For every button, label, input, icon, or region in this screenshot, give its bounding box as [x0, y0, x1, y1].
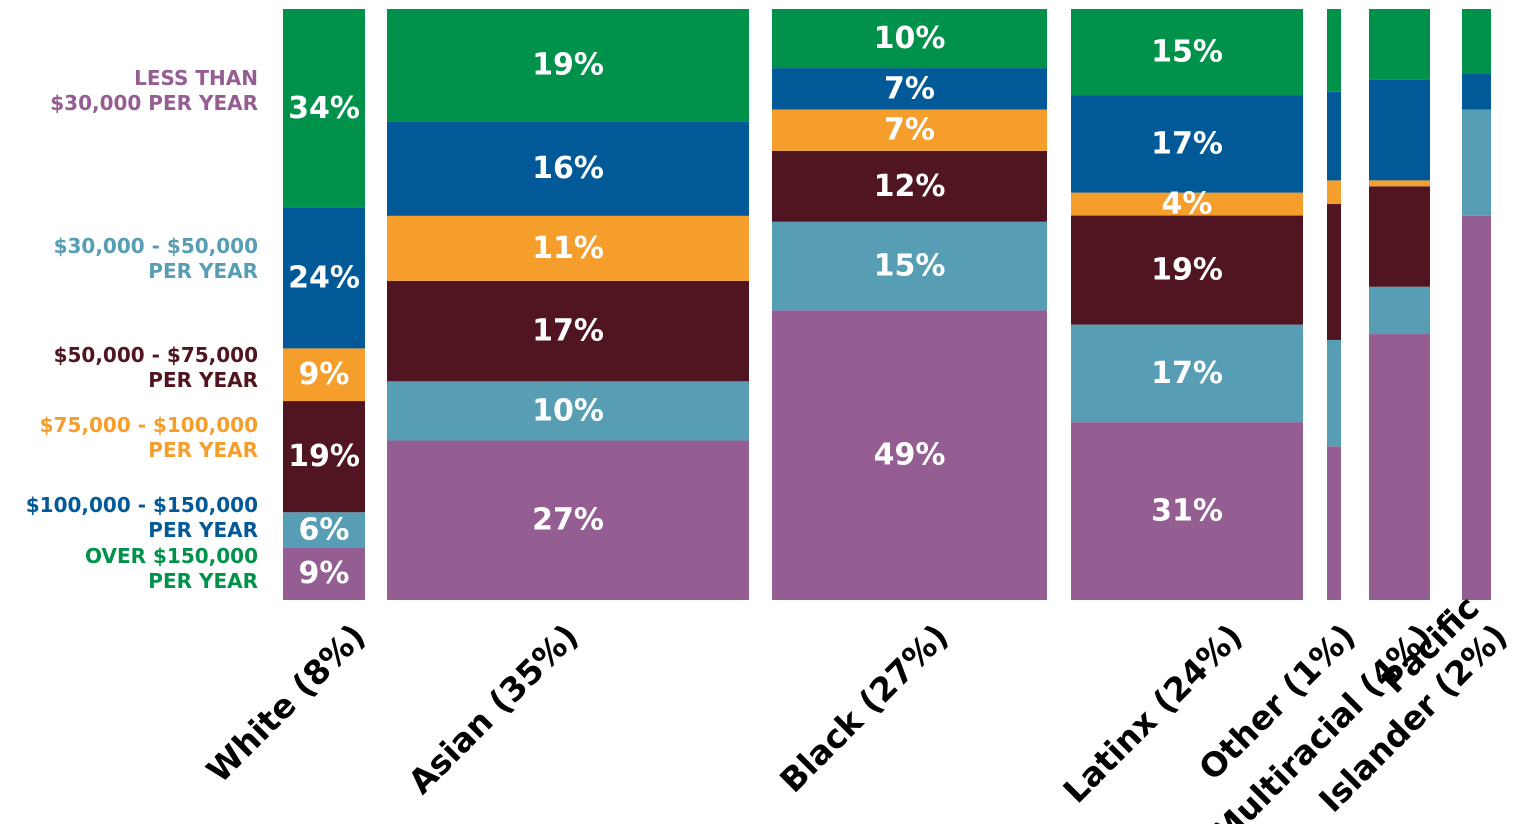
legend-entry: $75,000 - $100,000 PER YEAR [39, 413, 258, 462]
bar-segment [1071, 324, 1303, 423]
bar-segment [1071, 9, 1303, 96]
legend-entry: OVER $150,000 PER YEAR [85, 544, 258, 593]
bar-segment [1462, 9, 1491, 75]
segment-value-label: 9% [299, 357, 350, 392]
bar-segment [1462, 215, 1491, 600]
segment-value-label: 17% [1151, 126, 1223, 161]
bar-segment [1369, 9, 1430, 80]
bar-segment [1369, 186, 1430, 287]
bar-column [1071, 9, 1303, 600]
segment-value-label: 49% [874, 438, 946, 473]
bar-segment [283, 401, 365, 513]
bar-segment [1369, 180, 1430, 187]
segment-value-label: 19% [532, 48, 604, 83]
segment-value-label: 24% [288, 261, 360, 296]
bar-segment [283, 9, 365, 208]
segment-value-label: 7% [884, 113, 935, 148]
segment-value-label: 7% [884, 71, 935, 106]
segment-value-label: 10% [874, 21, 946, 56]
bar-segment [772, 109, 1047, 151]
bar-segment [1462, 109, 1491, 216]
bar-segment [1327, 180, 1341, 205]
bar-segment [1327, 91, 1341, 181]
bar-segment [1071, 95, 1303, 193]
segment-value-label: 19% [288, 439, 360, 474]
segment-value-label: 4% [1162, 187, 1213, 222]
bar-column [1327, 9, 1341, 600]
bar-segment [772, 9, 1047, 69]
segment-value-label: 11% [532, 231, 604, 266]
bar-segment [1071, 192, 1303, 216]
segment-value-label: 6% [299, 512, 350, 547]
bar-column [1369, 9, 1430, 600]
bar-column [283, 9, 365, 600]
segment-value-label: 17% [1151, 356, 1223, 391]
bar-segment [772, 68, 1047, 110]
bar-column [387, 9, 749, 600]
bar-segment [387, 9, 749, 122]
bar-segment [387, 381, 749, 441]
bar-segment [1071, 422, 1303, 600]
segment-value-label: 15% [1151, 35, 1223, 70]
segment-value-label: 12% [874, 169, 946, 204]
segment-value-label: 10% [532, 393, 604, 428]
category-label: White (8%) [199, 616, 373, 790]
bar-segment [1071, 215, 1303, 325]
bar-segment [387, 121, 749, 216]
bar-segment [772, 221, 1047, 311]
bar-segment [1327, 339, 1341, 447]
bar-segment [283, 207, 365, 349]
bar-segment [283, 512, 365, 548]
category-label: Asian (35%) [401, 616, 586, 801]
segment-value-label: 15% [874, 249, 946, 284]
segment-value-label: 19% [1151, 253, 1223, 288]
bar-segment [1327, 446, 1341, 600]
bar-segment [772, 310, 1047, 600]
bar-segment [387, 440, 749, 600]
segment-value-label: 17% [532, 314, 604, 349]
bar-column [772, 9, 1047, 600]
segment-value-label: 9% [299, 556, 350, 591]
bar-segment [283, 348, 365, 402]
bar-segment [387, 280, 749, 382]
bar-segment [1369, 286, 1430, 335]
bar-segment [1327, 204, 1341, 340]
bar-segment [1327, 9, 1341, 92]
bar-segment [283, 547, 365, 600]
legend-entry: $50,000 - $75,000 PER YEAR [53, 343, 258, 392]
bar-segment [1462, 74, 1491, 110]
category-label: Black (27%) [772, 616, 956, 800]
bar-segment [1369, 334, 1430, 600]
segment-value-label: 34% [288, 91, 360, 126]
segment-value-label: 27% [532, 503, 604, 538]
category-label: PacificIslander (2%) [1283, 588, 1515, 820]
bar-segment [387, 215, 749, 281]
segment-value-label: 16% [532, 151, 604, 186]
bar-segment [1369, 79, 1430, 181]
bar-segment [772, 150, 1047, 222]
legend-entry: $100,000 - $150,000 PER YEAR [25, 493, 258, 542]
segment-value-label: 31% [1151, 494, 1223, 529]
legend-entry: $30,000 - $50,000 PER YEAR [53, 234, 258, 283]
bar-column [1462, 9, 1491, 600]
legend-entry: LESS THAN $30,000 PER YEAR [50, 66, 258, 115]
